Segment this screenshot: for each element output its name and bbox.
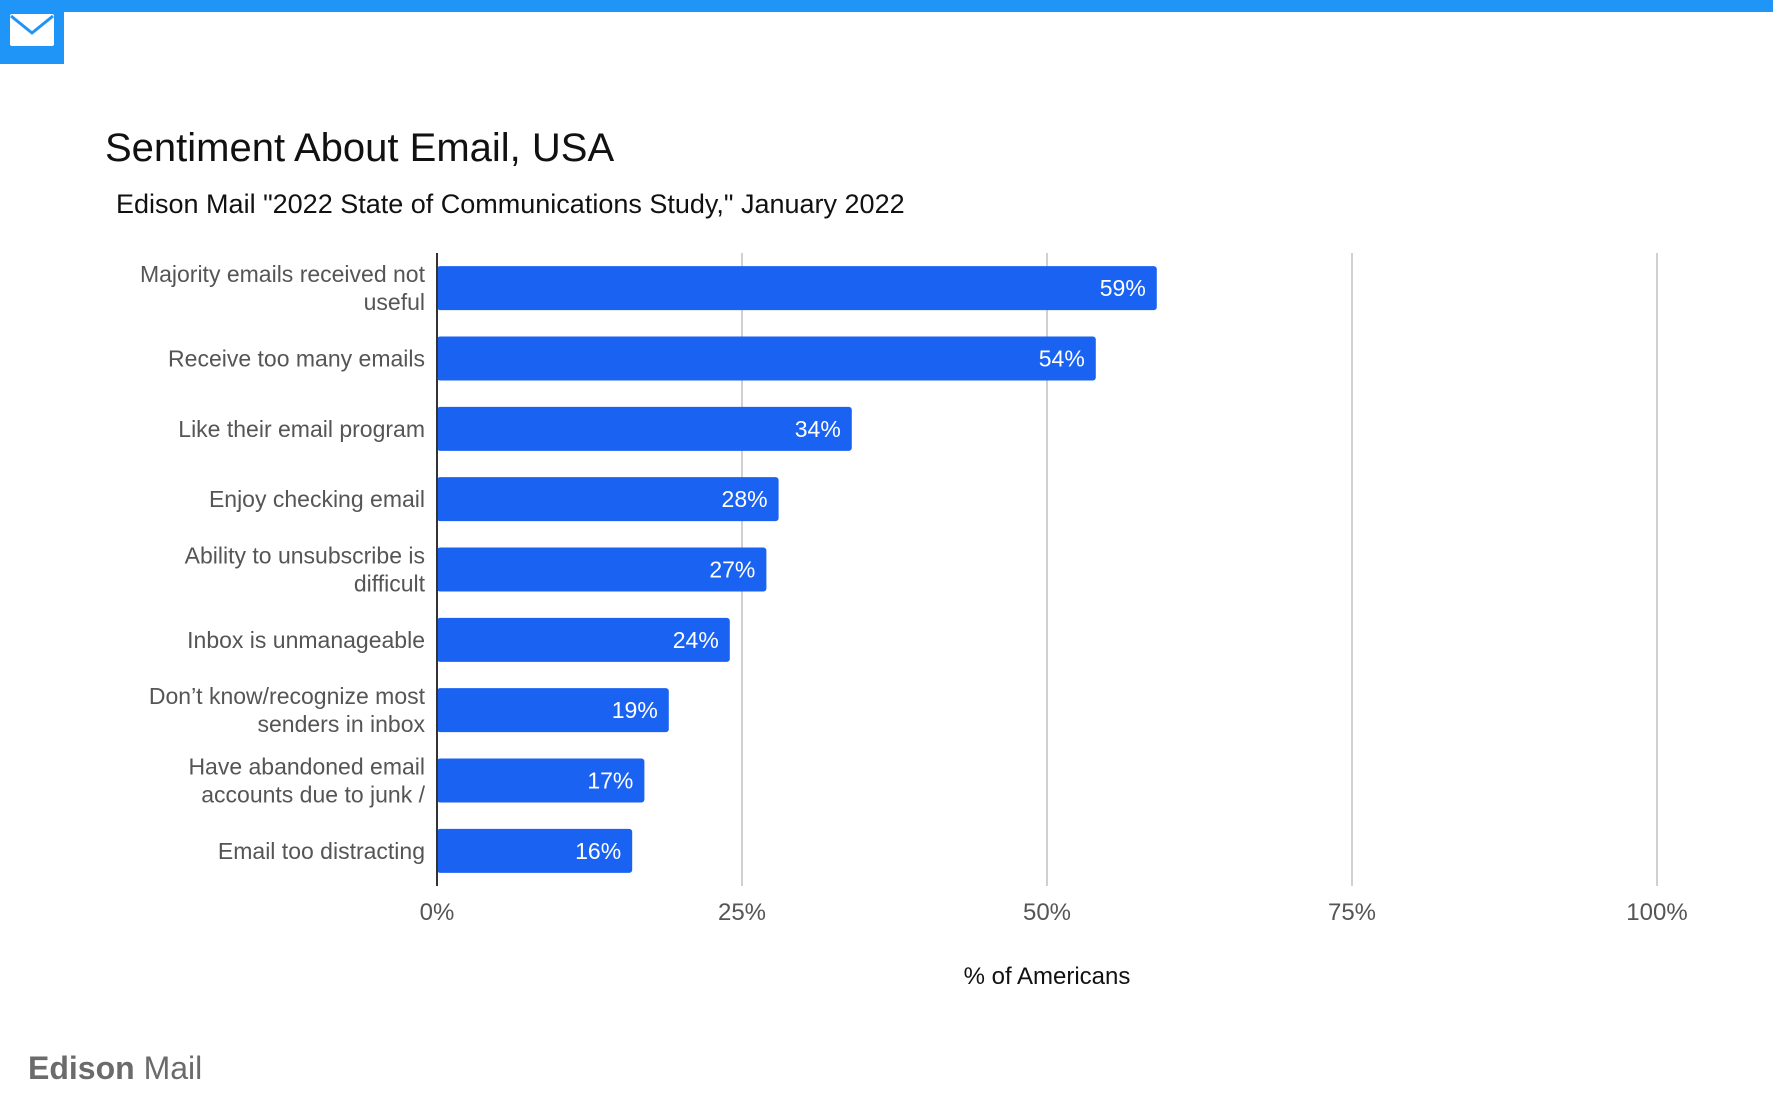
data-label: 27% xyxy=(709,557,755,583)
data-label: 24% xyxy=(673,627,719,653)
x-tick-label: 100% xyxy=(1626,899,1687,926)
chart-title: Sentiment About Email, USA xyxy=(105,126,615,170)
x-tick-label: 75% xyxy=(1328,899,1376,926)
category-label: Ability to unsubscribe is difficult xyxy=(185,543,426,597)
logo-badge xyxy=(0,0,64,64)
bar xyxy=(437,406,852,451)
bar xyxy=(437,477,779,522)
x-tick-label: 50% xyxy=(1023,899,1071,926)
data-label: 59% xyxy=(1100,275,1146,301)
x-axis-title: % of Americans xyxy=(964,963,1131,990)
category-label: Enjoy checking email xyxy=(209,486,425,512)
brand-name-bold: Edison xyxy=(28,1050,135,1086)
bar xyxy=(437,828,633,873)
data-label: 19% xyxy=(612,697,658,723)
bar xyxy=(437,688,669,733)
x-tick-label: 0% xyxy=(420,899,455,926)
data-label: 16% xyxy=(575,838,621,864)
bar xyxy=(437,617,730,662)
data-label: 34% xyxy=(795,416,841,442)
footer-brand-logo: Edison Mail xyxy=(28,1050,202,1087)
category-label: Email too distracting xyxy=(218,838,425,864)
brand-name-light: Mail xyxy=(134,1050,203,1086)
mail-envelope-icon xyxy=(10,14,54,46)
category-label: Majority emails received not useful xyxy=(140,261,426,315)
bar xyxy=(437,758,645,803)
x-tick-label: 25% xyxy=(718,899,766,926)
data-label: 17% xyxy=(587,768,633,794)
category-label: Inbox is unmanageable xyxy=(187,627,425,653)
bar xyxy=(437,547,767,592)
chart-subtitle: Edison Mail "2022 State of Communication… xyxy=(116,189,905,219)
data-label: 54% xyxy=(1039,346,1085,372)
category-label: Receive too many emails xyxy=(168,346,425,372)
category-label: Like their email program xyxy=(178,416,425,442)
top-accent-bar xyxy=(0,0,1773,12)
category-label: Don’t know/recognize most senders in inbo… xyxy=(149,683,426,737)
bar xyxy=(437,336,1096,381)
bar xyxy=(437,266,1157,311)
data-label: 28% xyxy=(722,486,768,512)
category-label: Have abandoned email accounts due to junk… xyxy=(188,754,425,808)
